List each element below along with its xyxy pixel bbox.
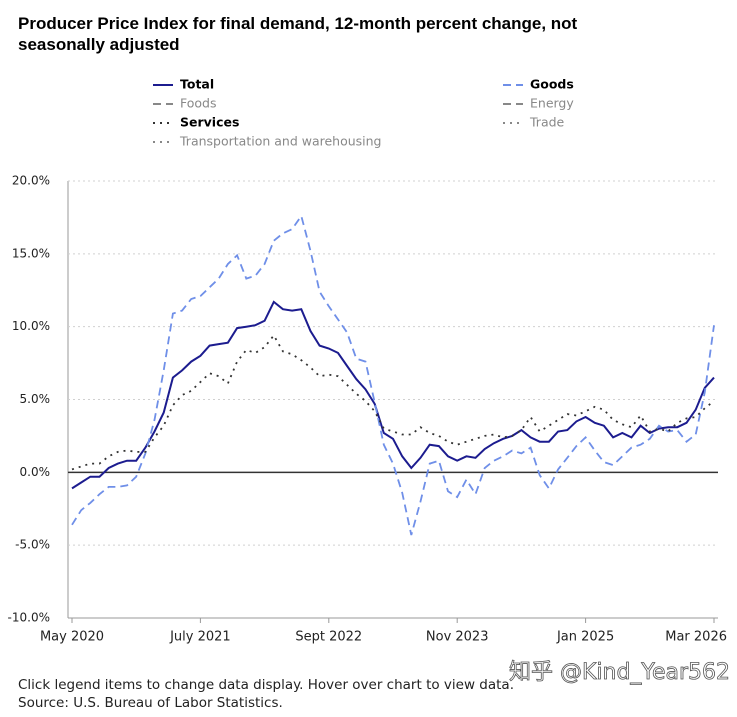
x-tick-label: May 2020 [40,630,104,645]
y-tick-label: 20.0% [12,174,50,188]
legend-item[interactable]: Total [153,77,214,92]
legend-label: Transportation and warehousing [179,134,382,149]
legend-label: Foods [180,96,217,111]
legend-item[interactable]: Goods [503,77,574,92]
y-tick-label: 5.0% [20,392,51,406]
legend-label: Services [180,115,239,130]
watermark: 知乎 @Kind_Year562 [509,660,730,685]
y-tick-label: 0.0% [20,465,51,479]
legend-item[interactable]: Services [153,115,239,130]
x-tick-label: Jan 2025 [556,630,614,645]
series-line [71,300,715,490]
legend-label: Energy [530,96,574,111]
legend-label: Goods [530,77,574,92]
legend-label: Total [180,77,214,92]
y-tick-label: 10.0% [12,319,50,333]
legend-label: Trade [529,115,565,130]
y-tick-label: -5.0% [15,538,50,552]
legend-item[interactable]: Transportation and warehousing [153,134,382,149]
series-line [71,333,715,471]
x-tick-label: Mar 2026 [665,630,727,645]
note: Click legend items to change data displa… [18,677,514,693]
x-tick-label: July 2021 [169,630,231,645]
legend-item[interactable]: Energy [503,96,574,111]
chart-title: Producer Price Index for final demand, 1… [18,14,578,54]
note: Source: U.S. Bureau of Labor Statistics. [18,695,283,711]
y-tick-label: -10.0% [8,611,50,625]
series-line [71,213,715,536]
legend-item[interactable]: Trade [503,115,565,130]
x-tick-label: Nov 2023 [426,630,489,645]
y-tick-label: 15.0% [12,246,50,260]
x-tick-label: Sept 2022 [295,630,362,645]
legend-item[interactable]: Foods [153,96,217,111]
